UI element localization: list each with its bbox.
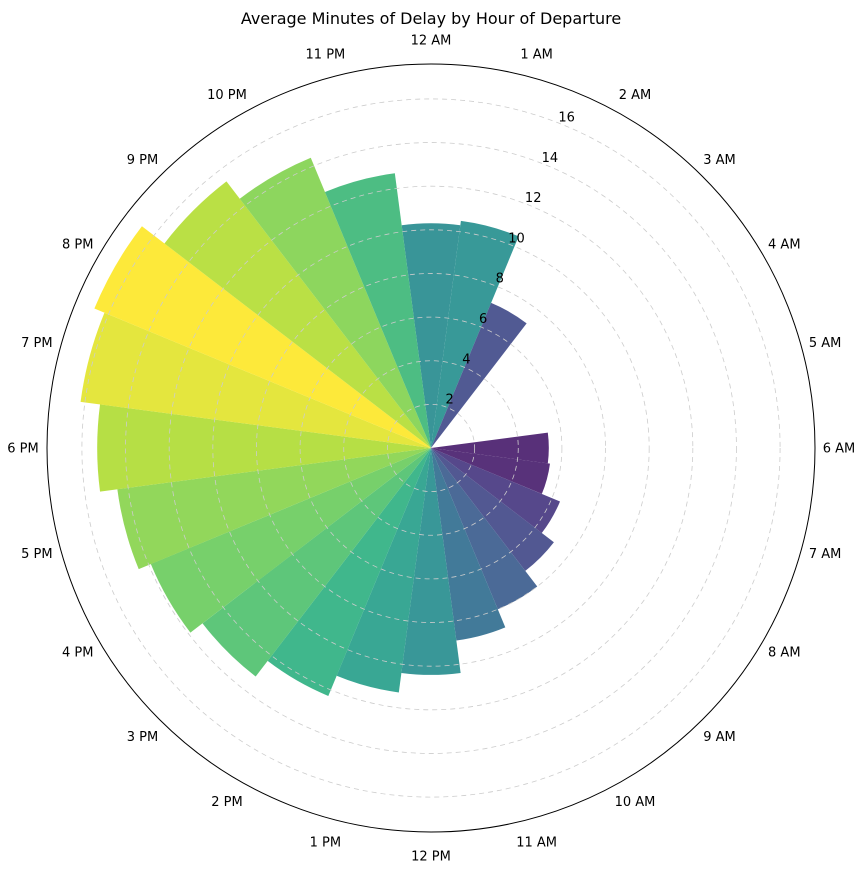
bar-7-am	[431, 448, 550, 494]
radial-tick-16: 16	[558, 111, 575, 126]
radial-tick-4: 4	[462, 352, 470, 367]
bar-8-pm	[94, 226, 432, 448]
angular-tick-7-pm: 7 PM	[21, 336, 52, 351]
chart-title: Average Minutes of Delay by Hour of Depa…	[241, 9, 621, 28]
bars-group	[80, 157, 561, 696]
angular-tick-10-am: 10 AM	[615, 795, 656, 810]
angular-tick-4-am: 4 AM	[768, 238, 801, 253]
bar-8-am	[431, 448, 561, 534]
bar-10-am	[431, 448, 538, 610]
radial-tick-12: 12	[525, 191, 542, 206]
angular-tick-4-pm: 4 PM	[62, 646, 93, 661]
bar-1-am	[431, 220, 519, 448]
radial-tick-6: 6	[479, 312, 487, 327]
angular-tick-9-am: 9 AM	[703, 730, 736, 745]
angular-tick-10-pm: 10 PM	[207, 88, 247, 103]
angular-tick-12-am: 12 AM	[411, 34, 452, 49]
bar-11-pm	[324, 173, 431, 448]
bar-2-pm	[267, 448, 431, 696]
bar-3-pm	[202, 448, 431, 677]
radial-gridline-10	[212, 229, 650, 667]
angular-tick-11-am: 11 AM	[516, 836, 557, 851]
bar-6-am	[431, 432, 549, 464]
angular-tick-9-pm: 9 PM	[127, 153, 158, 168]
radial-gridline-4	[343, 360, 519, 536]
grid-group	[81, 98, 781, 798]
angular-tick-8-am: 8 AM	[768, 646, 801, 661]
radial-gridline-2	[386, 403, 476, 493]
angular-tick-1-pm: 1 PM	[310, 836, 341, 851]
radial-gridline-6	[299, 316, 563, 580]
bar-9-pm	[164, 181, 431, 448]
bar-9-am	[431, 448, 554, 571]
bar-12-pm	[401, 448, 461, 675]
angular-tick-6-am: 6 AM	[823, 442, 856, 457]
bar-6-pm	[97, 404, 431, 492]
angular-tick-2-am: 2 AM	[619, 88, 652, 103]
bar-7-pm	[80, 312, 431, 448]
angular-tick-2-pm: 2 PM	[211, 795, 242, 810]
bar-10-pm	[239, 157, 431, 449]
bar-5-pm	[117, 448, 431, 570]
angular-tick-11-pm: 11 PM	[306, 47, 346, 62]
radial-tick-labels: 2 4 6 8 10 12 14 16	[446, 111, 575, 408]
bar-12-am	[401, 223, 461, 448]
radial-tick-14: 14	[542, 151, 559, 166]
angular-tick-12-pm: 12 PM	[411, 850, 451, 865]
angular-tick-3-pm: 3 PM	[127, 730, 158, 745]
angular-tick-7-am: 7 AM	[809, 547, 842, 562]
radial-tick-8: 8	[496, 272, 504, 287]
radial-tick-2: 2	[446, 393, 454, 408]
angular-tick-labels: 12 AM 1 AM 2 AM 3 AM 4 AM 5 AM 6 AM 7 AM 8 AM 9 A…	[7, 34, 855, 865]
bar-4-pm	[150, 448, 431, 633]
angular-tick-1-am: 1 AM	[520, 47, 553, 62]
angular-tick-3-am: 3 AM	[703, 153, 736, 168]
radial-gridline-12	[168, 185, 694, 711]
angular-tick-5-pm: 5 PM	[21, 547, 52, 562]
bar-11-am	[431, 448, 506, 641]
radial-tick-10: 10	[508, 231, 525, 246]
radial-gridline-14	[125, 142, 737, 754]
radial-gridline-8	[256, 273, 606, 623]
angular-tick-5-am: 5 AM	[809, 336, 842, 351]
radial-gridline-16	[81, 98, 781, 798]
angular-tick-8-pm: 8 PM	[62, 238, 93, 253]
outer-frame	[46, 63, 816, 833]
angular-tick-6-pm: 6 PM	[7, 442, 38, 457]
